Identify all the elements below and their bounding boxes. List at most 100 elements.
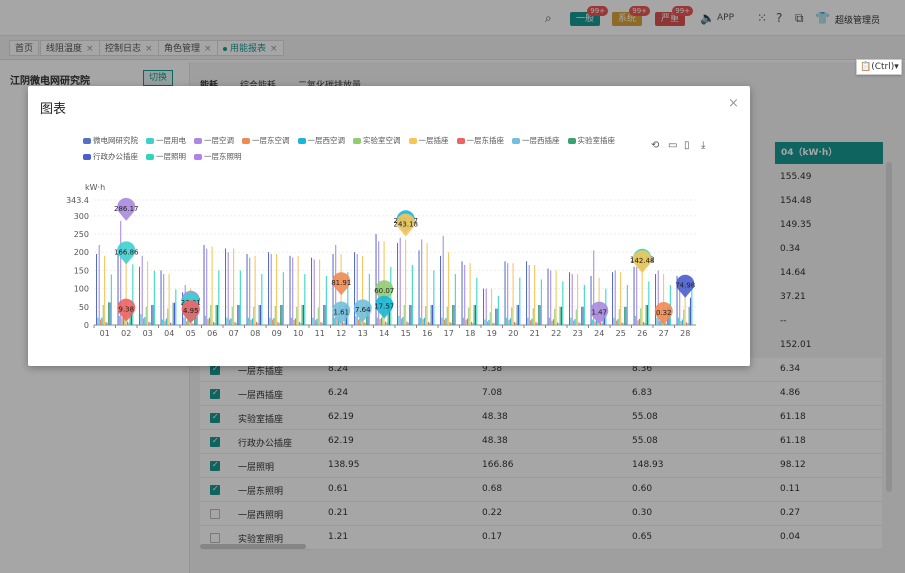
bar <box>556 322 558 325</box>
legend-item[interactable]: 一层西插座 <box>512 135 560 149</box>
app-link[interactable]: APP <box>717 13 735 23</box>
bar <box>425 306 427 325</box>
bar <box>685 322 687 325</box>
column-header[interactable]: 04（kW·h） <box>775 142 883 164</box>
cell-value: 6.83 <box>632 388 653 398</box>
tab-energy-report[interactable]: 用能报表 × <box>217 40 284 56</box>
legend-item[interactable]: 一层东空调 <box>242 135 290 149</box>
bar <box>258 304 260 325</box>
legend-label: 实验室空调 <box>363 136 401 145</box>
mute-icon[interactable]: 🔈 <box>700 11 715 25</box>
close-icon[interactable]: × <box>270 44 278 54</box>
bar <box>531 318 533 325</box>
legend-item[interactable]: 行政办公插座 <box>83 151 138 165</box>
bar <box>108 302 110 325</box>
tab-role-mgmt[interactable]: 角色管理 × <box>158 40 218 56</box>
cell-value: -- <box>780 316 787 326</box>
bar <box>379 319 381 325</box>
help-icon[interactable]: ? <box>776 11 783 25</box>
legend-swatch <box>194 154 202 160</box>
table-row[interactable]: 一层西插座 6.24 7.08 6.83 4.86 <box>200 382 882 406</box>
marker-label: 81.91 <box>331 279 351 287</box>
legend-item[interactable]: 微电网研究院 <box>83 135 138 149</box>
legend-item[interactable]: 一层东照明 <box>194 151 242 165</box>
bar <box>122 315 124 325</box>
close-icon[interactable]: × <box>728 96 739 111</box>
bar <box>257 322 259 325</box>
row-checkbox[interactable] <box>210 484 220 495</box>
row-checkbox[interactable] <box>210 388 220 399</box>
bar <box>445 318 447 325</box>
bar <box>616 320 618 325</box>
legend-item[interactable]: 一层照明 <box>146 151 186 165</box>
horizontal-scrollbar[interactable] <box>200 544 306 549</box>
paste-ctrl-button[interactable]: 📋(Ctrl)▾ <box>856 59 902 75</box>
bar <box>195 313 197 325</box>
vertical-scrollbar[interactable] <box>886 162 892 492</box>
download-icon[interactable]: ⤓ <box>701 140 706 151</box>
x-tick-label: 05 <box>186 329 196 338</box>
row-name: 一层照明 <box>238 463 275 473</box>
bar <box>540 279 542 325</box>
tab-control-log[interactable]: 控制日志 × <box>99 40 159 56</box>
switch-button[interactable]: 切换 <box>143 70 174 86</box>
bar <box>655 274 657 325</box>
bar <box>570 317 572 325</box>
x-tick-label: 15 <box>401 329 411 338</box>
refresh-icon[interactable]: ⟲ <box>651 140 660 151</box>
bar <box>126 321 128 325</box>
row-checkbox[interactable] <box>210 460 220 471</box>
marker-pin <box>332 301 351 325</box>
bar <box>216 304 219 325</box>
row-checkbox[interactable] <box>210 436 220 447</box>
marker-pin <box>117 197 136 221</box>
legend-item[interactable]: 一层西空调 <box>297 135 345 149</box>
close-icon[interactable]: × <box>204 44 212 54</box>
close-icon[interactable]: × <box>86 44 94 54</box>
bar <box>454 274 456 325</box>
tab-home[interactable]: 首页 <box>9 40 40 56</box>
bar <box>401 318 403 325</box>
row-checkbox[interactable] <box>210 533 220 543</box>
bar <box>292 257 294 325</box>
row-checkbox[interactable] <box>210 412 220 423</box>
bar <box>429 322 431 325</box>
table-row[interactable]: 一层照明 138.95 166.86 148.93 98.12 <box>200 454 882 478</box>
legend-item[interactable]: 实验室插座 <box>567 135 615 149</box>
legend-item[interactable]: 实验室空调 <box>353 135 401 149</box>
table-row[interactable]: 一层东照明 0.61 0.68 0.60 0.11 <box>200 478 882 502</box>
search-icon[interactable]: ⌕ <box>545 11 552 25</box>
translate-icon[interactable]: ⧉ <box>795 11 804 25</box>
user-name[interactable]: 超级管理员 <box>835 16 881 26</box>
legend-item[interactable]: 一层东插座 <box>456 135 504 149</box>
grid-icon[interactable]: ⁙ <box>757 11 768 25</box>
legend-item[interactable]: 一层插座 <box>408 135 449 149</box>
tab-line-temp[interactable]: 线阻温度 × <box>40 40 100 56</box>
bar <box>259 304 262 325</box>
bar <box>347 272 349 325</box>
bar <box>390 266 392 325</box>
bar <box>484 319 486 325</box>
row-checkbox[interactable] <box>210 509 220 519</box>
bar <box>558 323 560 325</box>
close-icon[interactable]: × <box>145 44 153 54</box>
bar <box>165 318 167 325</box>
bar <box>343 322 345 325</box>
x-tick-label: 20 <box>508 329 518 338</box>
badge-severe[interactable]: 严重 99+ <box>655 6 694 26</box>
shirt-icon[interactable]: 👕 <box>815 11 830 25</box>
legend-item[interactable]: 一层用电 <box>146 135 186 149</box>
table-row[interactable]: 行政办公插座 62.19 48.38 55.08 61.18 <box>200 430 882 454</box>
badge-general[interactable]: 一般 99+ <box>570 6 609 26</box>
table-row[interactable]: 实验室插座 62.19 48.38 55.08 61.18 <box>200 406 882 430</box>
badge-system[interactable]: 系统 99+ <box>612 6 651 26</box>
x-tick-label: 21 <box>530 329 540 338</box>
bar <box>130 307 133 325</box>
bar <box>433 270 435 325</box>
table-row[interactable]: 实验室照明 1.21 0.17 0.65 0.04 <box>200 526 882 550</box>
data-view-icon[interactable]: ▭ <box>668 140 678 151</box>
table-row[interactable]: 一层西照明 0.21 0.22 0.30 0.27 <box>200 502 882 526</box>
bar <box>290 317 292 325</box>
legend-item[interactable]: 一层空调 <box>194 135 234 149</box>
restore-icon[interactable]: ▯ <box>684 140 690 151</box>
